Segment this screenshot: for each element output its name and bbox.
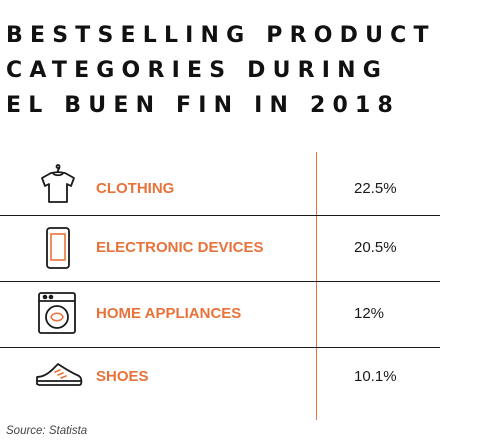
- chart-title: BESTSELLING PRODUCT CATEGORIES DURING EL…: [6, 18, 486, 123]
- category-label-electronic-devices: ELECTRONIC DEVICES: [96, 239, 264, 256]
- title-line-1: BESTSELLING PRODUCT: [6, 23, 436, 48]
- sneaker-icon: [36, 363, 83, 386]
- value-label-shoes: 10.1%: [354, 368, 397, 385]
- value-label-clothing: 22.5%: [354, 180, 397, 197]
- column-divider: [316, 152, 317, 420]
- row-divider-3: [0, 347, 440, 348]
- source-note: Source: Statista: [6, 425, 88, 437]
- washing-machine-icon: [38, 292, 76, 334]
- row-divider-2: [0, 281, 440, 282]
- title-line-2: CATEGORIES DURING: [6, 58, 389, 83]
- title-line-3: EL BUEN FIN IN 2018: [6, 93, 401, 118]
- row-divider-1: [0, 215, 440, 216]
- category-label-shoes: SHOES: [96, 368, 149, 385]
- smartphone-icon: [46, 227, 70, 269]
- value-label-home-appliances: 12%: [354, 305, 385, 322]
- tshirt-icon: [41, 164, 75, 203]
- category-label-clothing: CLOTHING: [96, 180, 175, 197]
- category-label-home-appliances: HOME APPLIANCES: [96, 305, 242, 322]
- value-label-electronic-devices: 20.5%: [354, 239, 397, 256]
